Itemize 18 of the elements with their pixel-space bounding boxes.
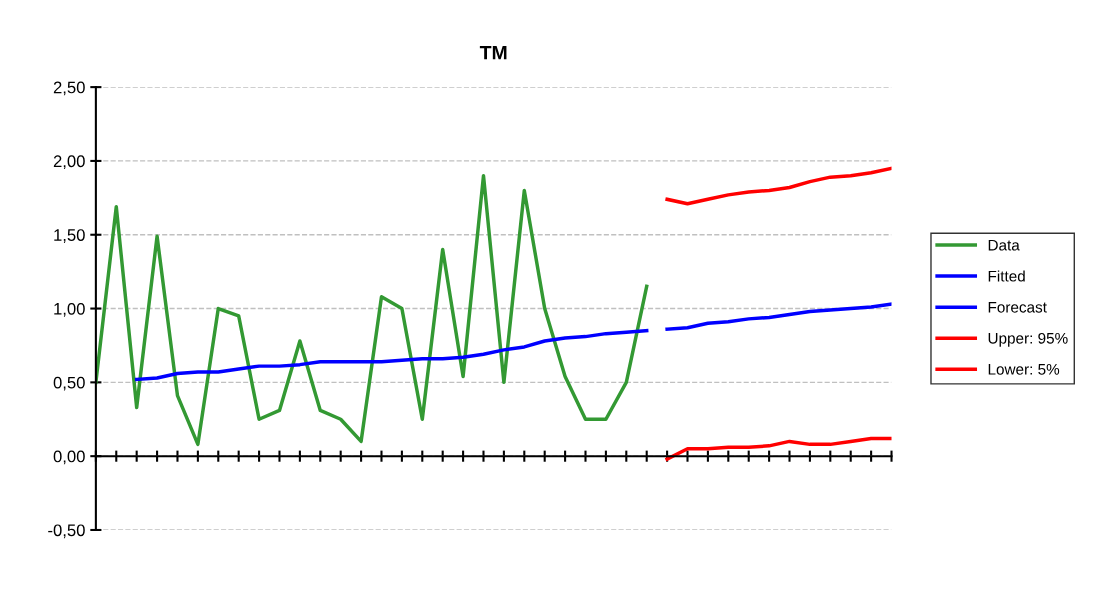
legend-label: Lower: 5% [988,363,1060,375]
legend-label: Upper: 95% [988,332,1068,347]
y-tick-label: 1,50 [54,229,85,243]
line-series [95,173,649,447]
y-tick-label: 0,50 [53,376,85,391]
line-series [665,166,892,206]
y-tick-label: 2,50 [53,81,85,96]
y-tick-label: -0,50 [48,524,85,539]
legend-label: Data [988,239,1020,251]
legend-label: Fitted [988,270,1025,282]
chart-title: TM [479,45,507,60]
y-tick-label: 0,00 [53,450,85,465]
y-tick-label: 1,00 [54,302,85,317]
line-series [665,436,892,461]
y-tick-label: 2,00 [53,155,85,170]
line-series [134,328,649,382]
legend-label: Forecast [988,301,1047,313]
line-series [665,302,892,331]
